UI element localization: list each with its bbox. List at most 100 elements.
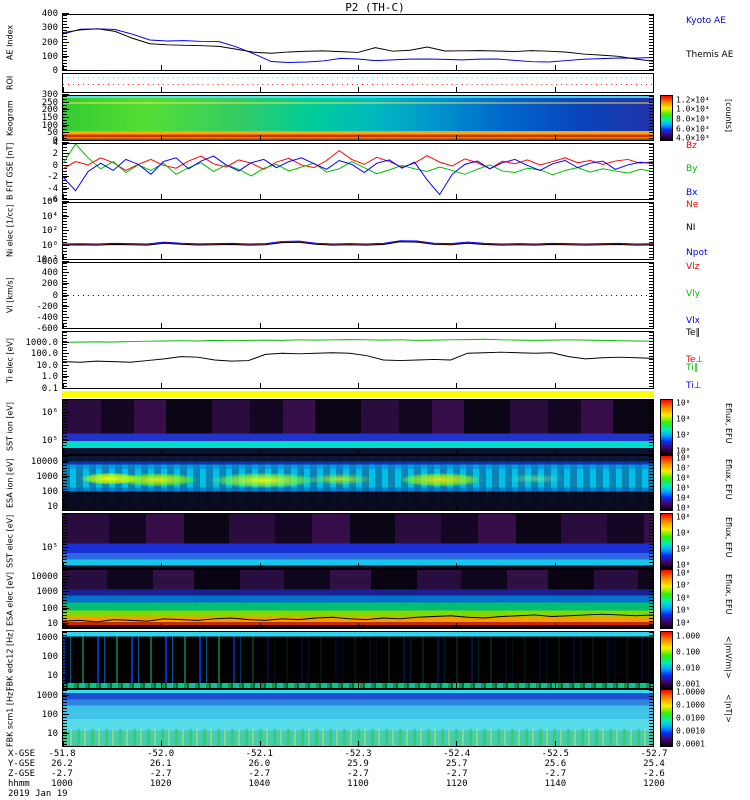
y-tick-label: 1000.0	[25, 337, 58, 348]
axis-tick-value: -2.7	[445, 769, 468, 779]
colorbar-tick-label: 10⁵	[676, 605, 691, 615]
y-tick-label: 400	[41, 268, 58, 279]
axis-tick-value: -2.6	[643, 769, 665, 779]
colorbar-tick-label: 10⁴	[676, 414, 691, 424]
fbk-b-colorbar	[660, 689, 673, 747]
series-label: Te⊥	[686, 355, 704, 365]
axis-tick-value: 1140	[544, 779, 567, 789]
y-tick-label: -600	[36, 324, 58, 334]
axis-tick-value: -2.7	[544, 769, 567, 779]
panel-keogram: Keogram 300 250 200 150 100 50 0 1.2×10⁴ 1.0×10⁴…	[0, 90, 750, 146]
axis-tick-value: -2.7	[347, 769, 369, 779]
sst-elec-ylabel: SST elec [eV]	[5, 514, 15, 568]
y-tick-label: 300	[41, 90, 58, 100]
y-tick-label: 300	[41, 23, 58, 34]
colorbar-unit-label: Eflux, EFU	[724, 459, 733, 500]
colorbar-tick-label: 4.0×10³	[676, 133, 710, 143]
colorbar-tick-label: 0.0100	[676, 713, 705, 723]
y-tick-label: 10	[47, 619, 58, 630]
y-tick-label: -400	[36, 312, 58, 323]
series-label: Kyoto AE	[686, 15, 726, 26]
y-tick-label: 10⁵	[41, 542, 58, 553]
colorbar-tick-label: 10⁰	[676, 446, 691, 456]
series-label: Bx	[686, 188, 698, 199]
y-tick-label: 10⁰	[41, 240, 58, 251]
series-label: By	[686, 163, 698, 174]
colorbar-tick-label: 1.0×10⁴	[676, 104, 710, 114]
colorbar-tick-label: 0.1000	[676, 700, 705, 710]
axis-tick-value: 25.7	[445, 759, 468, 769]
axis-tick-value: 1100	[347, 779, 369, 789]
y-tick-label: 1000	[36, 471, 58, 482]
y-tick-label: 0	[52, 66, 58, 76]
y-tick-label: 4	[52, 138, 58, 148]
y-tick-label: 10²	[41, 226, 58, 236]
colorbar-unit-label: Eflux, EFU	[724, 403, 733, 444]
y-tick-label: 100.0	[30, 349, 58, 360]
esa-elec-spectrogram	[62, 569, 654, 629]
y-tick-label: 150	[41, 113, 58, 123]
series-label: Te‖	[686, 328, 701, 339]
colorbar-tick-label: 6.0×10³	[676, 124, 710, 134]
y-tick-label: -6	[47, 195, 58, 205]
y-tick-label: 200	[41, 279, 58, 290]
colorbar-tick-label: 1.000	[676, 631, 701, 641]
y-tick-label: 100	[41, 710, 58, 721]
series-Npot	[63, 240, 653, 245]
colorbar-tick-label: 0.001	[676, 679, 701, 689]
colorbar-tick-label: 10⁵	[676, 483, 691, 493]
y-tick-label: 600	[41, 257, 58, 267]
temperature-plot	[62, 331, 654, 389]
esa-ion-spectrogram	[62, 455, 654, 511]
y-tick-label: 10000	[30, 457, 58, 468]
series-label: Vlz	[686, 262, 700, 273]
y-tick-label: 10⁴	[41, 211, 58, 222]
y-tick-label: 100	[41, 51, 58, 62]
y-tick-label: 100	[41, 120, 58, 131]
density-plot	[62, 202, 654, 260]
panel-flag-bar	[0, 391, 750, 397]
series-By	[63, 144, 653, 177]
y-tick-label: 100	[41, 652, 58, 663]
colorbar-tick-label: 10⁰	[676, 560, 691, 570]
axis-tick-value: -52.7	[640, 749, 668, 759]
y-tick-label: -2	[47, 172, 58, 183]
y-tick-label: 0.1	[41, 384, 58, 394]
panel-fbk-e: FBK edc12 [Hz] 1000 100 10 1.000 0.100 0.010 0…	[0, 629, 750, 690]
colorbar-tick-label: 10²	[676, 430, 691, 440]
flag-bar	[62, 391, 654, 397]
axis-tick-value: -2.7	[51, 769, 73, 779]
colorbar-tick-label: 10⁸	[676, 453, 691, 463]
y-tick-label: 0	[52, 160, 58, 171]
y-tick-label: 400	[41, 9, 58, 19]
series-Themis AE	[63, 28, 653, 62]
colorbar-tick-label: 1.2×10⁴	[676, 95, 710, 105]
series-label: Ne	[686, 199, 699, 210]
y-tick-label: 250	[41, 97, 58, 108]
axis-tick-value: -2.7	[149, 769, 172, 779]
axis-tick-value: -51.8	[48, 749, 76, 759]
axis-tick-value: -52.4	[443, 749, 471, 759]
colorbar-tick-label: 1.0000	[676, 687, 705, 697]
colorbar-unit-label: Eflux, EFU	[724, 573, 733, 615]
y-tick-label: 10.0	[36, 360, 58, 371]
panel-density: Ni elec [1/cc] 10⁶ 10⁴ 10² 10⁰ 10⁻² Ne NI Npot	[0, 197, 750, 265]
y-tick-label: 200	[41, 105, 58, 116]
esa-ion-colorbar	[660, 455, 673, 511]
y-tick-label: 0	[52, 290, 58, 301]
colorbar-unit-label: [counts]	[724, 98, 733, 132]
colorbar-tick-label: 10⁴	[676, 528, 691, 538]
axis-tick-value: 1020	[149, 779, 172, 789]
series-label: Ti⊥	[686, 381, 702, 392]
colorbar-tick-label: 10⁶	[676, 398, 691, 408]
sst-ion-colorbar	[660, 399, 673, 455]
date-label: 2019 Jan 19	[8, 789, 68, 799]
velocity-plot	[62, 262, 654, 329]
series-sc-potential	[63, 613, 653, 623]
y-tick-label: 1000	[36, 587, 58, 598]
series-NI	[63, 241, 653, 246]
y-tick-label: 10⁶	[41, 197, 58, 207]
y-tick-label: 10	[47, 729, 58, 740]
panel-temperature: Ti elec [eV] 1000.0 100.0 10.0 1.0 0.1 Te‖ Te⊥…	[0, 328, 750, 394]
